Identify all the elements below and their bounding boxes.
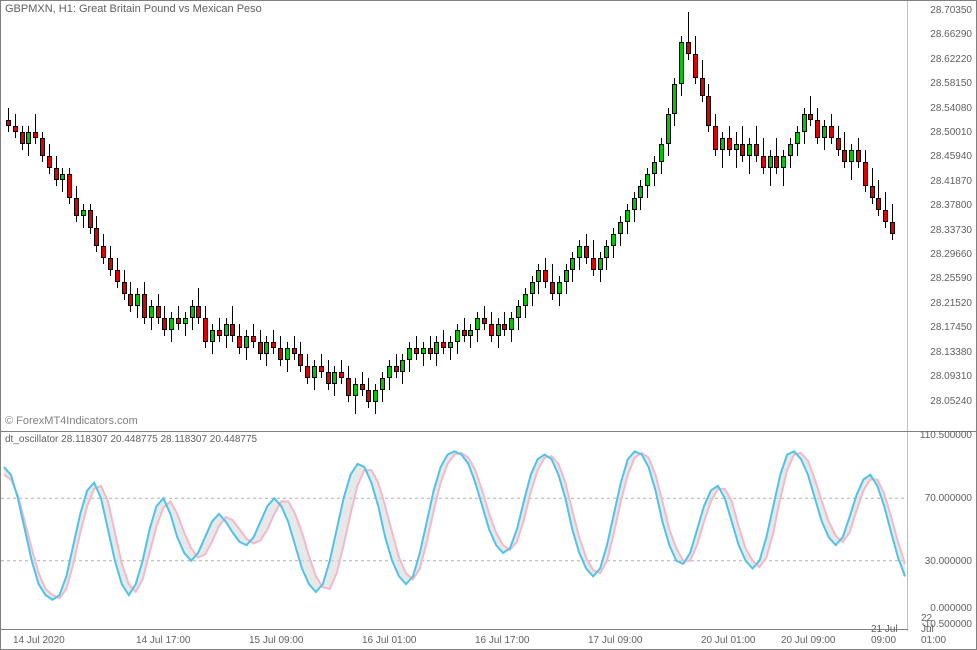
price-axis-label: 28.29660 [930,249,972,260]
price-axis-label: 28.66290 [930,29,972,40]
time-axis-label: 20 Jul 01:00 [701,635,756,646]
price-axis-label: 28.33730 [930,225,972,236]
osc-axis-label: 70.000000 [925,493,972,504]
price-axis-label: 28.13380 [930,347,972,358]
price-axis-label: 28.17450 [930,322,972,333]
price-axis-label: 28.62220 [930,54,972,65]
price-axis: 28.70350 28.66290 28.62220 28.58150 28.54080… [906,1,976,431]
price-axis-label: 28.37800 [930,200,972,211]
oscillator-panel[interactable]: dt_oscillator 28.118307 20.448775 28.118… [1,431,908,631]
time-axis: 14 Jul 2020 14 Jul 17:00 15 Jul 09:00 16 Ju… [1,629,908,649]
price-axis-label: 28.09310 [930,371,972,382]
time-axis-label: 16 Jul 17:00 [475,635,530,646]
price-axis-label: 28.41870 [930,176,972,187]
osc-axis-label: 110.500000 [920,430,972,441]
price-axis-label: 28.58150 [930,78,972,89]
oscillator-svg [1,432,908,632]
time-axis-label: 21 Jul 09:00 [871,624,908,646]
price-axis-label: 28.21520 [930,298,972,309]
price-axis-label: 28.70350 [930,5,972,16]
chart-container: GBPMXN, H1: Great Britain Pound vs Mexic… [0,0,977,650]
main-price-chart[interactable]: GBPMXN, H1: Great Britain Pound vs Mexic… [1,1,908,431]
price-axis-label: 28.54080 [930,103,972,114]
price-axis-label: 28.45940 [930,151,972,162]
time-axis-label: 17 Jul 09:00 [588,635,643,646]
oscillator-title: dt_oscillator 28.118307 20.448775 28.118… [5,434,257,445]
time-axis-label: 22 Jul 01:00 [921,613,946,646]
watermark-text: © ForexMT4Indicators.com [5,415,138,427]
candle-area [1,1,908,431]
price-axis-label: 28.50010 [930,127,972,138]
price-axis-label: 28.25590 [930,273,972,284]
time-axis-label: 15 Jul 09:00 [249,635,304,646]
osc-axis-label: 0.000000 [930,603,972,614]
oscillator-axis: 110.50000070.00000030.0000000.000000-10.… [906,431,976,631]
time-axis-label: 20 Jul 09:00 [781,635,836,646]
osc-axis-label: 30.000000 [925,556,972,567]
time-axis-label: 16 Jul 01:00 [362,635,417,646]
time-axis-label: 14 Jul 2020 [13,635,65,646]
time-axis-label: 14 Jul 17:00 [136,635,191,646]
chart-title: GBPMXN, H1: Great Britain Pound vs Mexic… [5,3,262,15]
price-axis-label: 28.05240 [930,396,972,407]
